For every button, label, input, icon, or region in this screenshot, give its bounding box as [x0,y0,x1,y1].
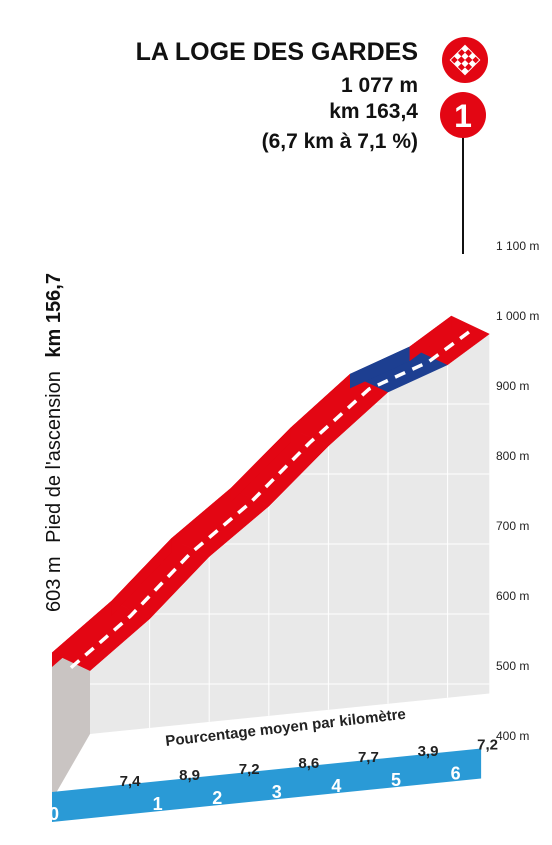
checker-border [449,44,481,76]
profile-segment-edge [171,488,231,553]
y-tick-label: 900 m [496,379,529,393]
km-label: 6 [451,764,461,784]
km-label: 5 [391,770,401,790]
y-tick-label: 500 m [496,659,529,673]
km-label: 4 [331,776,341,796]
percent-label: 8,9 [179,767,200,784]
checker-square [461,60,469,68]
km-label: 1 [153,794,163,814]
foot-label: Pied de l'ascension [43,371,65,543]
percent-label: 8,6 [298,755,319,772]
percent-label: 7,4 [120,773,142,790]
y-tick-label: 1 000 m [496,309,539,323]
summit-km: km 163,4 [329,100,418,123]
summit-name: LA LOGE DES GARDES [136,38,418,66]
percent-label: 3,9 [418,743,439,760]
km-label: 2 [212,788,222,808]
km-band [52,748,482,822]
y-tick-label: 1 100 m [496,239,539,253]
profile-segment-edge [350,346,410,389]
profile-segment-edge [230,428,291,503]
y-tick-label: 800 m [496,449,529,463]
profile-segment-edge [290,374,350,443]
y-tick-label: 600 m [496,589,529,603]
percent-label: 7,7 [358,749,379,766]
km-label: 3 [272,782,282,802]
summit-number: 1 [454,98,472,134]
profile-segment-edge [111,538,172,616]
checker-square [461,52,469,60]
summit-number-badge: 1 [440,92,486,138]
foot-altitude: 603 m [43,556,65,612]
summit-altitude: 1 077 m [341,74,418,97]
profile-side-face [52,652,90,800]
foot-km: km 156,7 [43,273,65,358]
profile-segment-edge [409,316,452,362]
y-tick-label: 400 m [496,729,529,743]
foot-info: 603 m Pied de l'ascension km 156,7 [43,273,65,612]
profile-segment-edge [52,600,112,667]
km-label: 0 [49,804,59,824]
checkered-flag-icon [442,37,488,83]
y-tick-label: 700 m [496,519,529,533]
percent-label: 7,2 [477,737,498,754]
summit-climb-stats: (6,7 km à 7,1 %) [262,130,418,153]
profile-wall [90,334,490,734]
percent-label: 7,2 [239,761,260,778]
profile-centre-dashes [69,329,472,670]
